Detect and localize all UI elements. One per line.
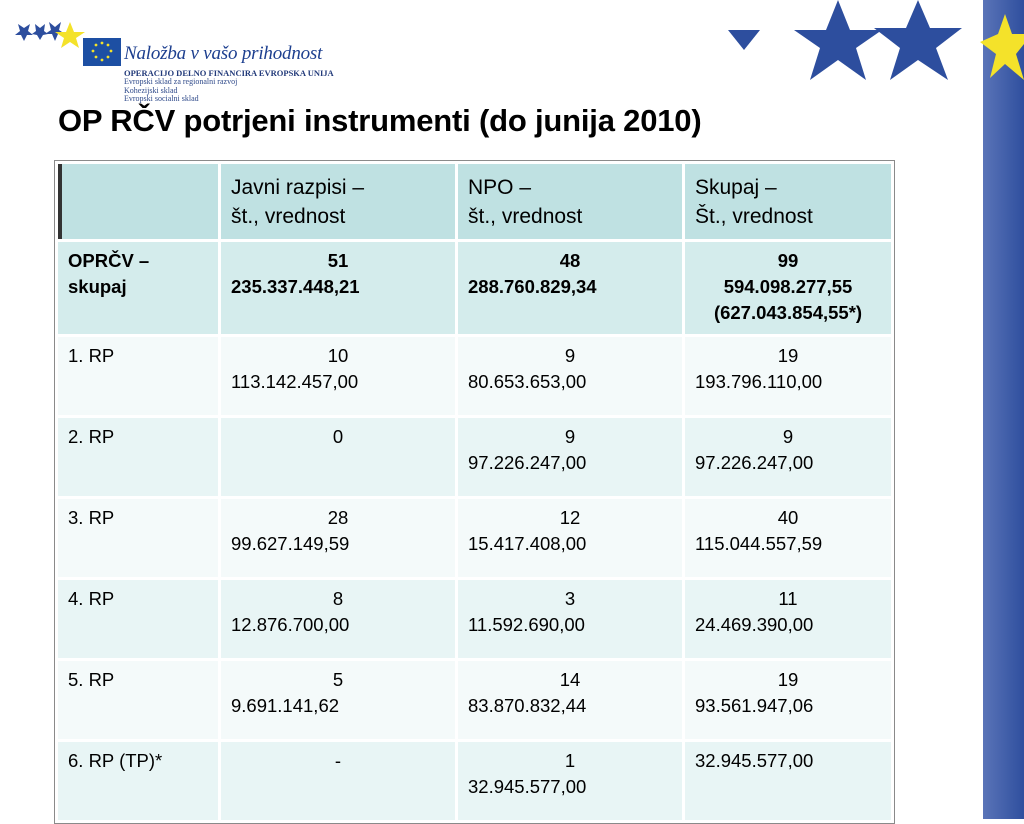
cell-javni-razpisi: 51 235.337.448,21 <box>221 242 455 334</box>
table-row: 6. RP (TP)* - 1 32.945.577,00 32.945.577… <box>58 742 891 820</box>
cell-npo: 14 83.870.832,44 <box>458 661 682 739</box>
cell-javni-razpisi: 10 113.142.457,00 <box>221 337 455 415</box>
page-title: OP RČV potrjeni instrumenti (do junija 2… <box>58 103 701 139</box>
table-row: 1. RP 10 113.142.457,00 9 80.653.653,00 … <box>58 337 891 415</box>
row-label: 2. RP <box>58 418 218 496</box>
cell-javni-razpisi: - <box>221 742 455 820</box>
table-header-row: Javni razpisi – št., vrednost NPO – št.,… <box>58 164 891 239</box>
header-javni-razpisi: Javni razpisi – št., vrednost <box>221 164 455 239</box>
star-icon <box>874 0 962 80</box>
cell-skupaj: 19 193.796.110,00 <box>685 337 891 415</box>
instruments-table: Javni razpisi – št., vrednost NPO – št.,… <box>54 160 895 824</box>
cell-skupaj: 32.945.577,00 <box>685 742 891 820</box>
star-icon <box>794 0 882 80</box>
cell-npo: 48 288.760.829,34 <box>458 242 682 334</box>
cell-javni-razpisi: 0 <box>221 418 455 496</box>
cell-skupaj: 19 93.561.947,06 <box>685 661 891 739</box>
cell-npo: 9 97.226.247,00 <box>458 418 682 496</box>
row-label: OPRČV – skupaj <box>58 242 218 334</box>
side-bar <box>983 0 1024 819</box>
cell-npo: 12 15.417.408,00 <box>458 499 682 577</box>
cell-npo: 1 32.945.577,00 <box>458 742 682 820</box>
cell-skupaj: 11 24.469.390,00 <box>685 580 891 658</box>
table-row: 4. RP 8 12.876.700,00 3 11.592.690,00 11… <box>58 580 891 658</box>
row-label: 1. RP <box>58 337 218 415</box>
table-row: OPRČV – skupaj 51 235.337.448,21 48 288.… <box>58 242 891 334</box>
row-label: 5. RP <box>58 661 218 739</box>
header-npo: NPO – št., vrednost <box>458 164 682 239</box>
cell-skupaj: 40 115.044.557,59 <box>685 499 891 577</box>
header-empty <box>58 164 218 239</box>
eu-logo: Naložba v vašo prihodnost OPERACIJO DELN… <box>124 44 334 104</box>
cell-npo: 3 11.592.690,00 <box>458 580 682 658</box>
logo-slogan: Naložba v vašo prihodnost <box>124 44 334 64</box>
row-label: 4. RP <box>58 580 218 658</box>
header-skupaj: Skupaj – Št., vrednost <box>685 164 891 239</box>
cell-skupaj: 9 97.226.247,00 <box>685 418 891 496</box>
cell-skupaj: 99 594.098.277,55 (627.043.854,55*) <box>685 242 891 334</box>
cell-javni-razpisi: 5 9.691.141,62 <box>221 661 455 739</box>
table-row: 2. RP 0 9 97.226.247,00 9 97.226.247,00 <box>58 418 891 496</box>
row-label: 3. RP <box>58 499 218 577</box>
table-row: 5. RP 5 9.691.141,62 14 83.870.832,44 19… <box>58 661 891 739</box>
row-label: 6. RP (TP)* <box>58 742 218 820</box>
star-icon <box>728 30 760 50</box>
cell-npo: 9 80.653.653,00 <box>458 337 682 415</box>
table-row: 3. RP 28 99.627.149,59 12 15.417.408,00 … <box>58 499 891 577</box>
cell-javni-razpisi: 8 12.876.700,00 <box>221 580 455 658</box>
cell-javni-razpisi: 28 99.627.149,59 <box>221 499 455 577</box>
